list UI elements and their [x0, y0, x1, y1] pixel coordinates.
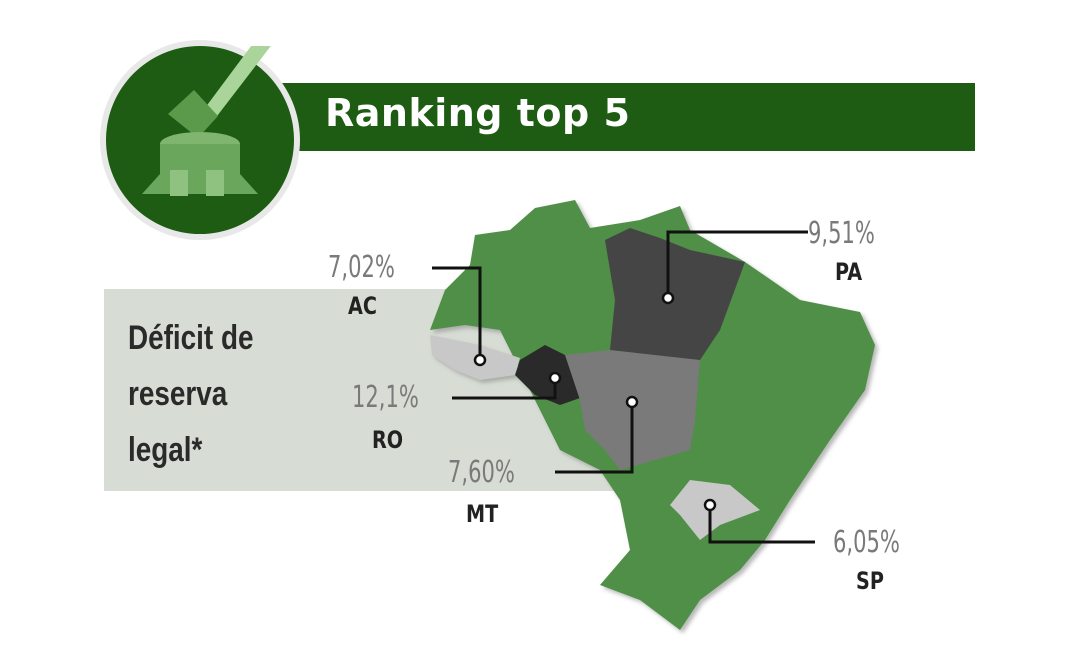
label-pa: PA [835, 258, 863, 286]
panel-title: Déficit de reserva legal* [128, 319, 254, 469]
map-region-ro [515, 345, 580, 405]
label-ac: AC [348, 292, 377, 320]
label-mt: MT [466, 500, 499, 528]
label-ro: RO [372, 426, 404, 454]
header-banner: Ranking top 5 [250, 83, 975, 151]
value-sp: 6,05% [833, 525, 900, 560]
value-mt: 7,60% [448, 455, 515, 490]
value-ac: 7,02% [328, 250, 395, 285]
page-title: Ranking top 5 [325, 91, 631, 135]
axe-stump-icon [142, 46, 271, 196]
label-sp: SP [856, 567, 884, 595]
map-region-sp [670, 480, 760, 540]
logo-badge [100, 40, 300, 240]
map-region-pa [605, 228, 745, 360]
value-ro: 12,1% [352, 380, 419, 415]
value-pa: 9,51% [808, 216, 875, 251]
